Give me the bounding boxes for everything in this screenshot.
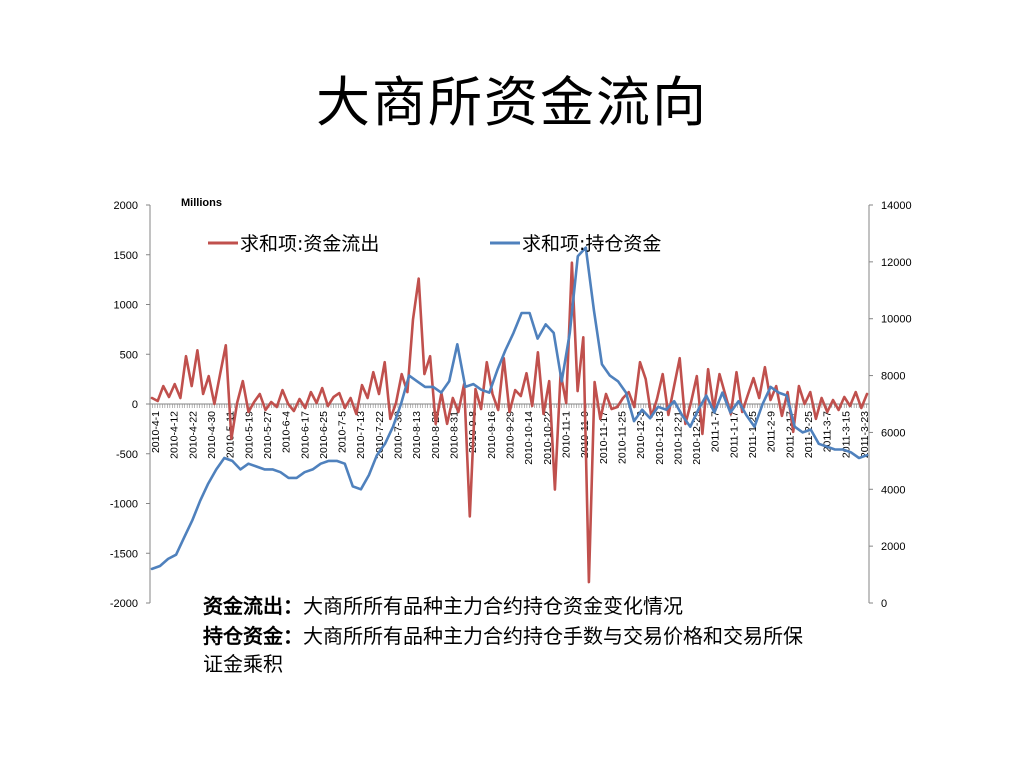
y-tick-label: -2000	[110, 598, 138, 610]
x-tick-label: 2010-11-1	[560, 411, 572, 458]
x-axis-ticks: 2010-4-1 2010-4-12 2010-4-22 2010-4-30 2010-…	[149, 404, 871, 465]
x-tick-label: 2010-7-30	[393, 411, 405, 459]
y2-tick-label: 6000	[881, 427, 905, 439]
y2-tick-label: 14000	[881, 200, 912, 212]
y2-tick-label: 2000	[881, 541, 905, 553]
x-tick-label: 2010-7-5	[337, 411, 349, 453]
x-tick-label: 2010-12-29	[691, 411, 703, 465]
y2-tick-label: 0	[881, 598, 887, 610]
x-tick-label: 2010-5-27	[262, 411, 274, 459]
y2-axis-ticks: 0 2000 4000 6000 8000 10000 12000 14000	[869, 200, 912, 610]
y2-tick-label: 4000	[881, 484, 905, 496]
x-tick-label: 2011-3-23	[859, 411, 871, 458]
y2-tick-label: 12000	[881, 257, 912, 269]
x-tick-label: 2010-4-22	[187, 411, 199, 459]
y-tick-label: -500	[116, 449, 138, 461]
x-tick-label: 2010-6-4	[281, 411, 293, 453]
x-tick-label: 2010-8-23	[430, 411, 442, 459]
x-tick-label: 2010-4-30	[206, 411, 218, 459]
units-label: Millions	[181, 197, 222, 209]
series-lines	[150, 246, 869, 584]
x-tick-label: 2011-2-25	[803, 411, 815, 458]
y2-tick-label: 8000	[881, 371, 905, 383]
note-position-key: 持仓资金：	[203, 624, 303, 648]
x-tick-label: 2010-10-14	[523, 411, 535, 465]
series-line-position	[150, 246, 869, 571]
y-tick-label: -1000	[110, 499, 138, 511]
note-position: 持仓资金：大商所所有品种主力合约持仓手数与交易价格和交易所保证金乘积	[203, 622, 803, 678]
y-tick-label: -1500	[110, 548, 138, 560]
y-tick-label: 1500	[114, 250, 138, 262]
y2-tick-label: 10000	[881, 314, 912, 326]
y-axis-ticks: -2000 -1500 -1000 -500 0 500 1000 1500 2000	[110, 200, 150, 610]
y-tick-label: 0	[132, 399, 138, 411]
legend-label-position: 求和项:持仓资金	[522, 233, 661, 255]
x-tick-label: 2010-12-3	[635, 411, 647, 459]
x-tick-label: 2010-6-25	[318, 411, 330, 459]
x-tick-label: 2010-8-13	[411, 411, 423, 459]
x-tick-label: 2011-1-17	[728, 411, 740, 458]
chart-legend: 求和项:资金流出 求和项:持仓资金	[208, 233, 661, 255]
note-outflow-key: 资金流出：	[203, 594, 303, 618]
x-tick-label: 2010-9-16	[486, 411, 498, 459]
x-tick-label: 2010-8-31	[449, 411, 461, 459]
slide-title: 大商所资金流向	[316, 71, 708, 134]
x-tick-label: 2010-6-17	[299, 411, 311, 459]
x-tick-label: 2010-11-17	[598, 411, 610, 464]
note-position-text: 大商所所有品种主力合约持仓手数与交易价格和交易所保证金乘积	[203, 624, 803, 676]
note-outflow: 资金流出：大商所所有品种主力合约持仓资金变化情况	[203, 592, 803, 620]
x-tick-label: 2010-7-13	[355, 411, 367, 459]
x-tick-label: 2011-3-7	[822, 411, 834, 452]
y-tick-label: 1000	[114, 300, 138, 312]
x-tick-label: 2011-2-9	[766, 411, 778, 452]
x-tick-label: 2010-4-12	[169, 411, 181, 459]
series-line-outflow	[150, 261, 869, 584]
x-tick-label: 2010-9-29	[505, 411, 517, 459]
x-tick-label: 2010-12-21	[672, 411, 684, 465]
y-tick-label: 2000	[114, 200, 138, 212]
x-tick-label: 2010-4-1	[150, 411, 162, 453]
note-outflow-text: 大商所所有品种主力合约持仓资金变化情况	[303, 594, 683, 618]
x-tick-label: 2010-5-19	[243, 411, 255, 459]
notes: 资金流出：大商所所有品种主力合约持仓资金变化情况 持仓资金：大商所所有品种主力合…	[203, 592, 803, 686]
x-tick-label: 2011-1-7	[710, 411, 722, 452]
x-tick-label: 2010-12-13	[654, 411, 666, 465]
y-tick-label: 500	[120, 349, 138, 361]
x-tick-label: 2011-3-15	[840, 411, 852, 458]
legend-label-outflow: 求和项:资金流出	[240, 233, 379, 255]
x-tick-label: 2010-11-25	[616, 411, 628, 464]
